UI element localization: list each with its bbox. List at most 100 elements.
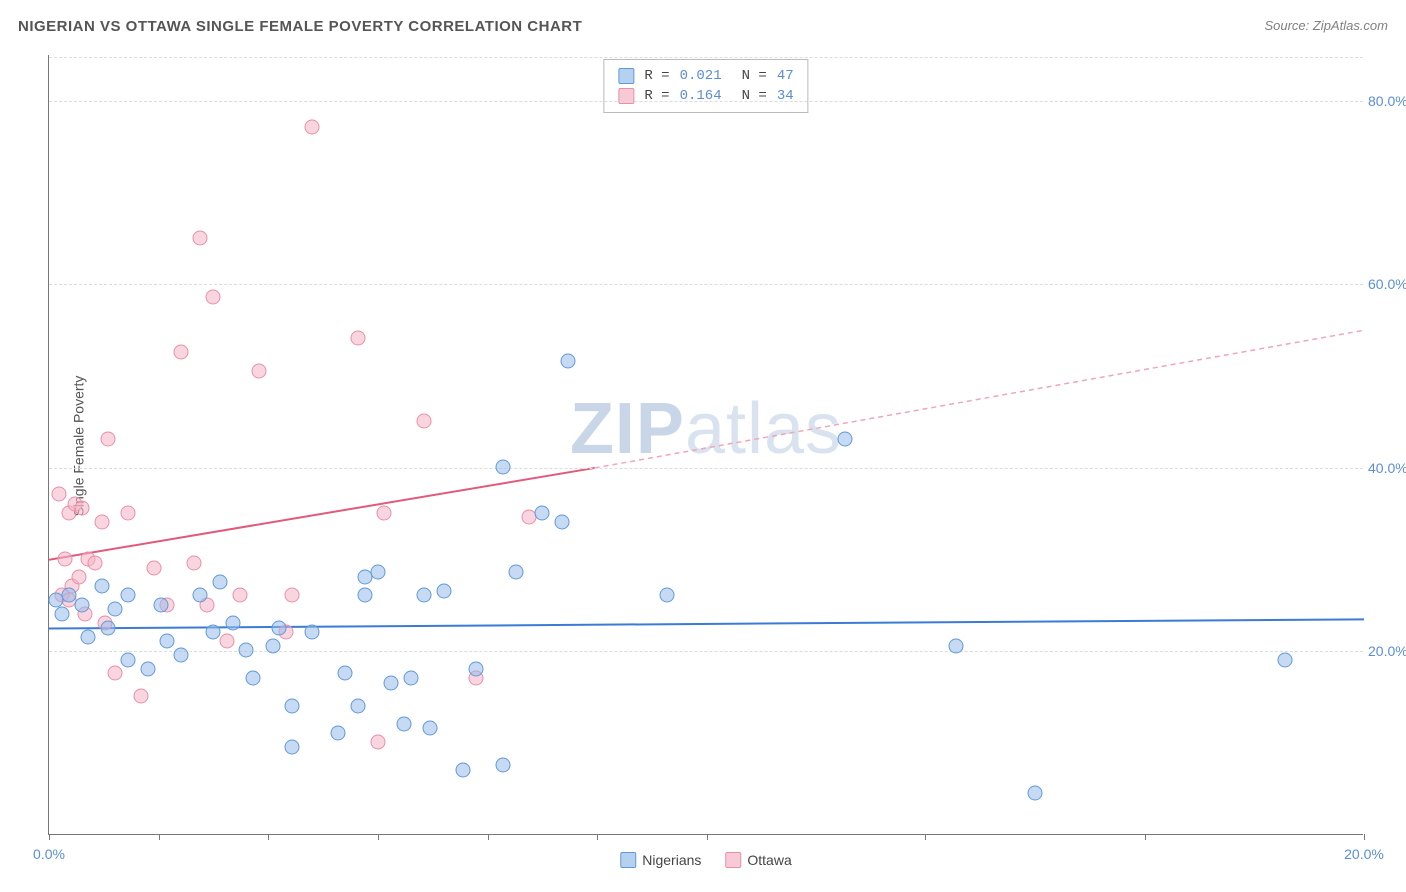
x-tick	[1364, 834, 1365, 840]
data-point	[153, 597, 168, 612]
data-point	[456, 762, 471, 777]
data-point	[245, 671, 260, 686]
data-point	[107, 666, 122, 681]
data-point	[508, 565, 523, 580]
data-point	[285, 698, 300, 713]
data-point	[357, 588, 372, 603]
y-tick-label: 80.0%	[1368, 93, 1406, 109]
data-point	[949, 638, 964, 653]
r-value-nigerians: 0.021	[680, 68, 722, 84]
gridline-h	[49, 468, 1363, 469]
data-point	[239, 643, 254, 658]
x-tick	[597, 834, 598, 840]
data-point	[81, 629, 96, 644]
data-point	[120, 652, 135, 667]
gridline-h	[49, 284, 1363, 285]
legend-item-ottawa: Ottawa	[725, 852, 791, 868]
source-name: ZipAtlas.com	[1313, 18, 1388, 33]
data-point	[206, 290, 221, 305]
data-point	[134, 689, 149, 704]
data-point	[206, 625, 221, 640]
gridline-h	[49, 101, 1363, 102]
data-point	[101, 432, 116, 447]
data-point	[377, 505, 392, 520]
data-point	[561, 354, 576, 369]
source-attribution: Source: ZipAtlas.com	[1264, 18, 1388, 33]
stats-row-ottawa: R = 0.164 N = 34	[618, 86, 793, 106]
data-point	[71, 570, 86, 585]
watermark-bold: ZIP	[570, 389, 685, 469]
n-value-nigerians: 47	[777, 68, 794, 84]
data-point	[305, 625, 320, 640]
data-point	[212, 574, 227, 589]
data-point	[252, 363, 267, 378]
trend-lines-svg	[49, 55, 1364, 835]
trend-line	[49, 619, 1364, 628]
x-tick	[378, 834, 379, 840]
data-point	[226, 615, 241, 630]
data-point	[660, 588, 675, 603]
data-point	[495, 459, 510, 474]
data-point	[219, 634, 234, 649]
data-point	[58, 551, 73, 566]
data-point	[469, 661, 484, 676]
data-point	[120, 505, 135, 520]
data-point	[535, 505, 550, 520]
swatch-blue-icon	[618, 68, 634, 84]
data-point	[74, 501, 89, 516]
swatch-blue-icon	[620, 852, 636, 868]
data-point	[107, 602, 122, 617]
data-point	[55, 606, 70, 621]
chart-container: NIGERIAN VS OTTAWA SINGLE FEMALE POVERTY…	[0, 0, 1406, 892]
stats-row-nigerians: R = 0.021 N = 47	[618, 66, 793, 86]
x-tick	[925, 834, 926, 840]
data-point	[51, 487, 66, 502]
data-point	[193, 230, 208, 245]
x-tick	[49, 834, 50, 840]
data-point	[331, 726, 346, 741]
x-tick-label: 0.0%	[33, 846, 65, 862]
data-point	[370, 735, 385, 750]
x-tick-label: 20.0%	[1344, 846, 1384, 862]
data-point	[285, 739, 300, 754]
x-tick	[268, 834, 269, 840]
x-tick	[159, 834, 160, 840]
data-point	[370, 565, 385, 580]
x-tick	[1145, 834, 1146, 840]
data-point	[423, 721, 438, 736]
data-point	[837, 432, 852, 447]
data-point	[383, 675, 398, 690]
data-point	[351, 698, 366, 713]
data-point	[94, 515, 109, 530]
data-point	[436, 583, 451, 598]
data-point	[1278, 652, 1293, 667]
data-point	[1028, 785, 1043, 800]
data-point	[232, 588, 247, 603]
legend-bottom: Nigerians Ottawa	[620, 852, 792, 868]
data-point	[173, 345, 188, 360]
n-label: N =	[742, 68, 767, 84]
chart-title: NIGERIAN VS OTTAWA SINGLE FEMALE POVERTY…	[18, 18, 582, 35]
legend-label-ottawa: Ottawa	[747, 852, 791, 868]
data-point	[265, 638, 280, 653]
watermark: ZIPatlas	[570, 388, 842, 470]
data-point	[403, 671, 418, 686]
y-tick-label: 40.0%	[1368, 460, 1406, 476]
data-point	[101, 620, 116, 635]
data-point	[120, 588, 135, 603]
y-tick-label: 20.0%	[1368, 643, 1406, 659]
r-label: R =	[644, 68, 669, 84]
data-point	[94, 579, 109, 594]
data-point	[416, 588, 431, 603]
data-point	[397, 716, 412, 731]
data-point	[140, 661, 155, 676]
gridline-h	[49, 57, 1363, 58]
data-point	[351, 331, 366, 346]
data-point	[88, 556, 103, 571]
data-point	[193, 588, 208, 603]
watermark-rest: atlas	[685, 389, 842, 469]
trend-line	[595, 330, 1364, 468]
data-point	[74, 597, 89, 612]
data-point	[173, 648, 188, 663]
swatch-pink-icon	[725, 852, 741, 868]
